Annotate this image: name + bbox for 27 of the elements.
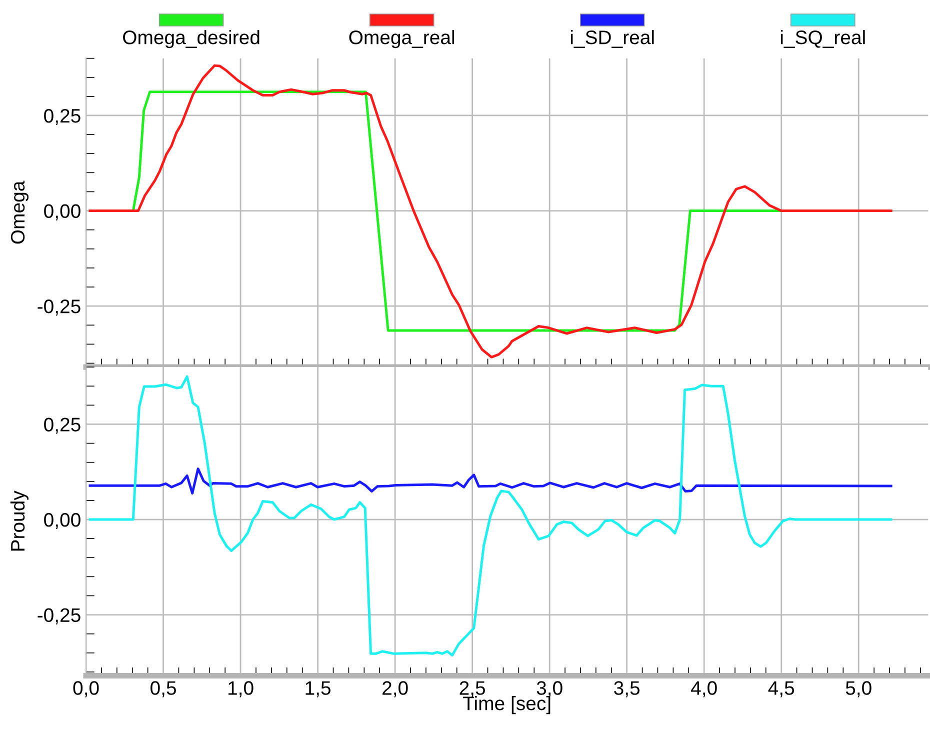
y-tick-label: 0,25 [44,108,80,126]
y-axis-title: Proudy [10,490,29,551]
y-tick-label: -0,25 [38,608,80,624]
x-axis-title: Time [sec] [463,696,550,714]
legend-label: i_SD_real [570,30,654,48]
x-tick-label: 1,5 [306,681,330,698]
legend-label: Omega_real [349,30,454,48]
line-series [88,468,892,494]
line-series [88,64,892,358]
y-axis-title: Omega [10,180,29,244]
legend-label: i_SQ_real [780,30,865,48]
x-tick-label: 0,5 [150,681,176,698]
x-tick-label: 4,5 [768,681,794,698]
x-tick-label: 5,0 [846,681,872,698]
x-tick-label: 3,0 [536,681,562,698]
y-tick-label: 0,00 [44,512,80,530]
y-tick-label: -0,25 [38,300,80,316]
legend-label: Omega_desired [123,30,260,48]
line-series [88,375,892,656]
y-tick-label: 0,00 [44,204,80,220]
x-tick-label: 0,0 [73,681,99,698]
y-tick-label: 0,25 [44,418,80,434]
x-tick-label: 4,0 [691,681,717,698]
x-tick-label: 2,0 [382,681,408,698]
x-tick-label: 2,5 [460,681,486,698]
x-tick-label: 1,0 [228,681,254,698]
x-tick-label: 3,5 [614,681,640,698]
